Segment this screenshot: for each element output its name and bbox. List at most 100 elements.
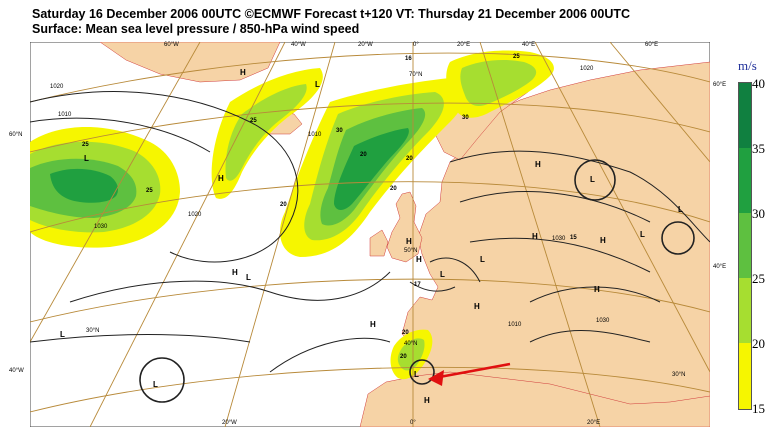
wind-speed-label-11: 16 [405,56,412,62]
pressure-system-19: L [60,330,65,339]
colorbar-tick-40: 40 [752,76,765,91]
colorbar-band-30-35 [739,148,751,213]
pressure-system-20: L [153,380,158,389]
isobar-i [529,286,661,303]
isobar-h [469,237,651,273]
pressure-system-17: L [590,175,595,184]
pressure-system-14: L [246,273,251,282]
map-title: Saturday 16 December 2006 00UTC ©ECMWF F… [32,7,631,21]
isobar-j [529,329,651,343]
colorbar-band-15-20 [739,343,751,409]
low-circle-atlantic [139,357,185,403]
graticule-label-top-3: 0° [413,42,419,48]
wind-speed-label-12: 25 [513,54,520,60]
pressure-system-22: L [414,370,419,379]
wind-speed-label-13: 17 [414,282,421,288]
graticule-label-top-0: 60°W [164,42,179,48]
graticule-label-bottom-0: 20°W [222,420,237,426]
graticule-label-left-1: 40°W [9,368,24,374]
wind-speed-label-10: 20 [402,330,409,336]
colorbar-tick-25: 25 [752,271,765,286]
wind-speed-label-4: 20 [280,202,287,208]
pressure-system-3: H [370,320,376,329]
low-circle-mediterranean [409,359,435,385]
isobar-l [409,281,456,292]
map-subtitle: Surface: Mean sea level pressure / 850-h… [32,22,360,36]
isobar-value-1: 1010 [58,112,72,118]
graticule-meridian-60w [30,42,201,343]
pressure-system-5: H [535,160,541,169]
low-circle-russia [574,159,616,201]
graticule-meridian-40w [89,42,286,427]
wind-speed-label-2: 25 [146,188,153,194]
colorbar-tick-20: 20 [752,336,765,351]
colorbar-tick-35: 35 [752,141,765,156]
graticule-label-right-2: 30°N [672,372,686,378]
isobar-d [30,334,251,343]
colorbar-band-20-25 [739,278,751,343]
wind-speed-layer [30,50,554,380]
graticule-label-left-2: 30°N [86,328,100,334]
north-africa-landmass [359,371,710,427]
colorbar-tick-15: 15 [752,401,765,416]
graticule-label-bottom-2: 20°E [587,420,601,426]
wind-band-mediterranean [390,329,433,380]
graticule-parallel-30n [30,366,710,413]
isobar-value-0: 1020 [50,84,64,90]
wind-speed-label-7: 30 [462,115,469,121]
wind-speed-label-3: 30 [336,128,343,134]
pressure-system-21: L [678,205,683,214]
isobar-f [449,150,710,243]
wind-band-mediterranean-level-1 [397,338,425,371]
wind-band-atlantic [280,78,465,257]
graticule-label-right-0: 60°E [713,82,727,88]
pressure-system-12: L [315,80,320,89]
pressure-system-6: H [532,232,538,241]
isobar-value-8: 1030 [552,236,566,242]
graticule-meridian-60e [609,42,710,163]
low-circle-caspian [661,221,695,255]
isobar-e [269,337,391,373]
wind-speed-label-5: 20 [390,186,397,192]
graticule-meridian-20e [479,42,601,427]
graticule-label-inner-2: 40°N [404,341,418,347]
ireland-landmass [369,229,389,257]
graticule-label-inner-1: 50°N [404,248,418,254]
graticule-parallel-50n [30,181,710,233]
isobar-value-5: 1020 [580,66,594,72]
isobar-a [30,91,299,263]
pressure-system-15: L [480,255,485,264]
pressure-system-9: H [474,302,480,311]
graticule-label-top-4: 20°E [457,42,471,48]
pressure-system-10: H [416,255,422,264]
wind-speed-label-8: 15 [570,235,577,241]
isobar-value-7: 1010 [508,322,522,328]
isobar-c [69,271,391,303]
wind-band-west-cyclone [30,127,180,248]
isobar-k [429,257,481,283]
isobar-value-4: 1010 [308,132,322,138]
graticule-label-right-1: 40°E [713,264,727,270]
legend-unit: m/s [738,58,757,73]
graticule-label-top-6: 60°E [645,42,659,48]
wind-speed-label-14: 20 [360,152,367,158]
wind-band-west-cyclone-level-3 [50,168,118,203]
isobar-value-6: 1030 [596,318,610,324]
graticule-label-top-5: 40°E [522,42,536,48]
pressure-system-7: H [594,285,600,294]
graticule-parallel-60n [30,102,710,153]
isobar-layer [30,91,710,403]
graticule-label-top-1: 40°W [291,42,306,48]
isobar-b [30,117,211,153]
colorbar-band-25-30 [739,213,751,278]
pressure-system-16: L [440,270,445,279]
isobar-g [459,191,651,223]
wind-speed-colorbar [738,82,752,410]
wind-speed-label-1: 25 [82,142,89,148]
graticule-label-bottom-1: 0° [410,420,416,426]
greenland-landmass [99,42,281,83]
wind-speed-label-6: 20 [406,156,413,162]
pressure-system-0: H [240,68,246,77]
wind-speed-label-0: 25 [250,118,257,124]
pressure-system-2: H [232,268,238,277]
